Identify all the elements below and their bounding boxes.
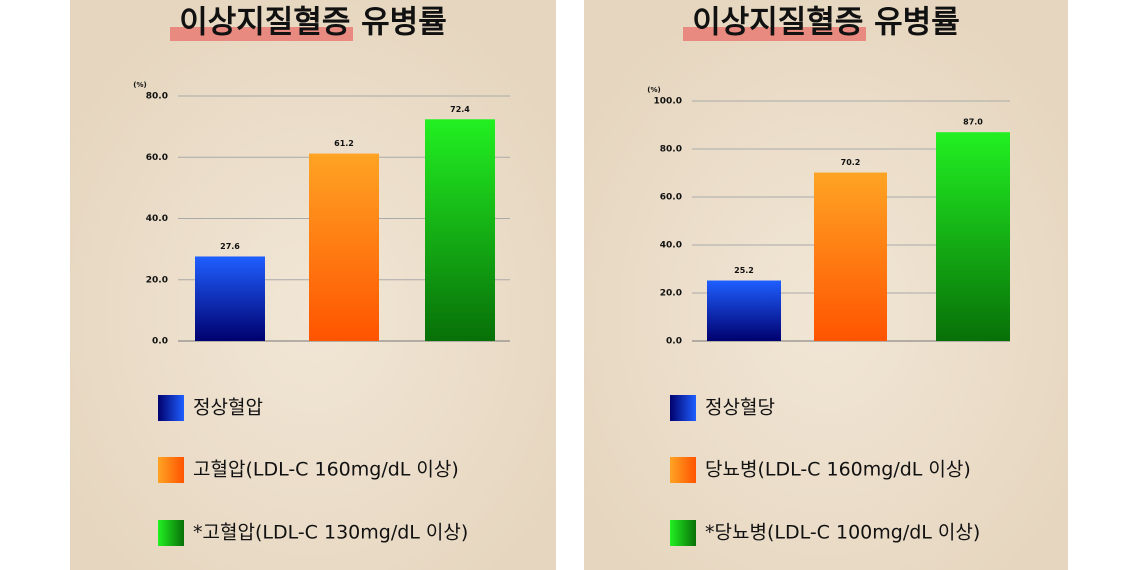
y-tick-label: 0.0 <box>666 337 682 347</box>
title-highlight <box>170 27 353 41</box>
value-label: 61.2 <box>334 139 354 148</box>
bar <box>195 256 265 341</box>
y-tick-label: 20.0 <box>660 289 682 299</box>
legend-label: 당뇨병(LDL-C 160mg/dL 이상) <box>705 459 971 481</box>
y-tick-label: 60.0 <box>146 153 168 163</box>
y-tick-label: 80.0 <box>660 145 682 155</box>
bar <box>425 119 495 342</box>
chart-title: 이상지질혈증 유병률 <box>179 5 446 41</box>
legend-swatch <box>670 457 696 483</box>
bar <box>707 280 781 341</box>
legend-label: 정상혈당 <box>705 397 775 419</box>
chart-title: 이상지질혈증 유병률 <box>692 5 959 41</box>
value-label: 27.6 <box>220 242 240 251</box>
value-label: 25.2 <box>734 266 754 275</box>
value-label: 72.4 <box>450 105 470 114</box>
y-tick-label: 100.0 <box>654 97 682 107</box>
title-highlight <box>683 27 866 41</box>
bar <box>309 153 379 341</box>
y-tick-label: 0.0 <box>152 337 168 347</box>
legend-swatch <box>158 520 184 546</box>
legend-label: *당뇨병(LDL-C 100mg/dL 이상) <box>705 522 980 544</box>
y-tick-label: 60.0 <box>660 193 682 203</box>
legend-swatch <box>670 395 696 421</box>
legend-label: *고혈압(LDL-C 130mg/dL 이상) <box>193 522 468 544</box>
value-label: 87.0 <box>963 118 983 127</box>
bar <box>814 172 887 341</box>
y-axis-label: (%) <box>647 86 660 94</box>
y-tick-label: 40.0 <box>146 214 168 224</box>
legend-swatch <box>158 457 184 483</box>
bar <box>936 132 1010 341</box>
legend-label: 고혈압(LDL-C 160mg/dL 이상) <box>193 459 459 481</box>
y-axis-label: (%) <box>133 81 146 89</box>
legend-swatch <box>670 520 696 546</box>
legend-label: 정상혈압 <box>193 397 263 419</box>
y-tick-label: 80.0 <box>146 92 168 102</box>
y-tick-label: 40.0 <box>660 241 682 251</box>
value-label: 70.2 <box>841 158 861 167</box>
legend-swatch <box>158 395 184 421</box>
y-tick-label: 20.0 <box>146 275 168 285</box>
